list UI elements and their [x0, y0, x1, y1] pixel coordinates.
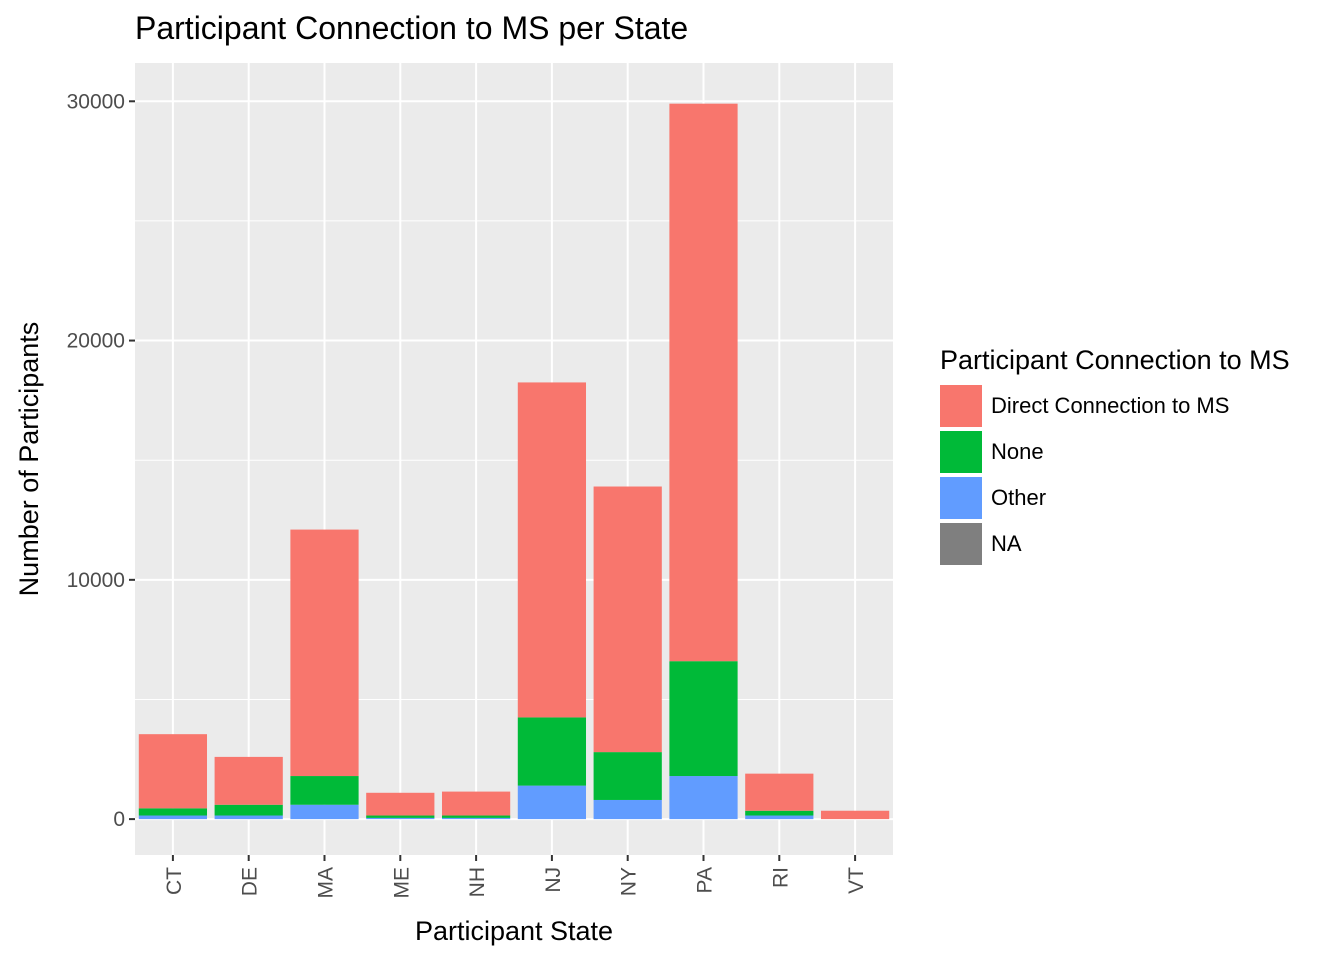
bar-pa-direct-connection-to-ms	[669, 103, 738, 662]
x-tick-label: DE	[239, 867, 262, 896]
x-tick-label: NJ	[542, 867, 565, 893]
bar-nh-other	[441, 817, 511, 820]
bar-ma-none	[290, 776, 359, 805]
bar-pa-other	[669, 776, 738, 820]
bar-nh-direct-connection-to-ms	[441, 791, 511, 816]
chart-title: Participant Connection to MS per State	[135, 10, 689, 46]
legend-item: None	[940, 429, 1290, 475]
y-axis-label: Number of Participants	[14, 322, 44, 597]
bar-nj-other	[517, 785, 587, 820]
bar-ny-other	[593, 799, 662, 820]
legend-label: Direct Connection to MS	[991, 393, 1230, 418]
legend-swatch	[940, 431, 982, 473]
bar-me-direct-connection-to-ms	[366, 792, 435, 816]
bar-me-other	[366, 817, 435, 820]
x-tick-label: PA	[694, 867, 717, 893]
bar-ct-other	[138, 815, 208, 820]
legend-swatch	[940, 477, 982, 519]
bar-ri-direct-connection-to-ms	[745, 773, 814, 811]
legend-items: Direct Connection to MS None Other NA	[940, 383, 1290, 567]
bar-pa-none	[669, 661, 738, 777]
bar-de-none	[214, 804, 283, 816]
legend-item: Other	[940, 475, 1290, 521]
y-tick-label: 30000	[67, 90, 125, 113]
bar-vt-direct-connection-to-ms	[820, 810, 890, 820]
bar-ri-other	[745, 815, 814, 820]
legend-title: Participant Connection to MS	[940, 345, 1290, 375]
bar-ny-direct-connection-to-ms	[593, 486, 662, 753]
bar-ct-none	[138, 808, 208, 816]
y-tick-label: 10000	[67, 569, 125, 592]
legend-label: None	[991, 439, 1044, 464]
legend-label: Other	[991, 485, 1047, 510]
axis-layer: 0 10000 20000 30000 CT DE MA ME NH NJ NY PA RI VT	[67, 90, 869, 898]
bar-nj-direct-connection-to-ms	[517, 382, 587, 718]
grid-layer	[135, 63, 893, 855]
bar-de-other	[214, 815, 283, 820]
bar-me-none	[366, 815, 435, 818]
x-tick-label: MA	[315, 867, 338, 899]
x-tick-label: NH	[466, 867, 489, 897]
legend-item: Direct Connection to MS	[940, 383, 1290, 429]
legend-label: NA	[991, 531, 1022, 556]
bar-ri-none	[745, 810, 814, 816]
bar-ny-none	[593, 752, 662, 800]
legend-item: NA	[940, 521, 1290, 567]
bars-layer	[138, 103, 890, 820]
x-tick-label: RI	[769, 867, 792, 888]
bar-nj-none	[517, 717, 587, 786]
legend-swatch	[940, 385, 982, 427]
x-tick-label: CT	[163, 867, 186, 895]
bar-ma-other	[290, 804, 359, 820]
y-tick-label: 0	[113, 808, 125, 831]
bar-ma-direct-connection-to-ms	[290, 529, 359, 777]
bar-nh-none	[441, 815, 511, 818]
x-tick-label: VT	[845, 867, 868, 894]
x-axis-label: Participant State	[415, 916, 613, 946]
plot-panel	[135, 63, 893, 855]
y-tick-label: 20000	[67, 330, 125, 353]
bar-de-direct-connection-to-ms	[214, 756, 283, 805]
x-tick-label: NY	[618, 867, 641, 896]
legend: Participant Connection to MS Direct Conn…	[940, 345, 1290, 567]
bar-ct-direct-connection-to-ms	[138, 734, 208, 809]
legend-swatch	[940, 523, 982, 565]
x-tick-label: ME	[390, 867, 413, 899]
